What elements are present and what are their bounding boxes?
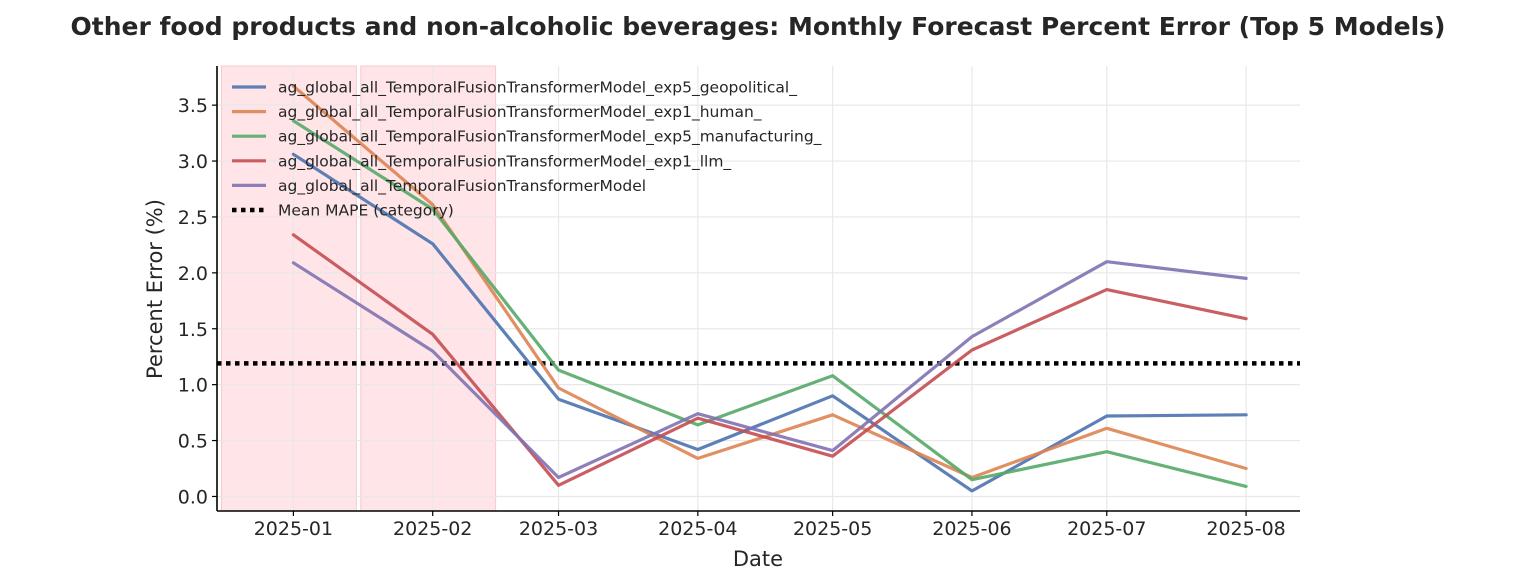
x-axis-label: Date xyxy=(733,547,783,571)
series-line-4 xyxy=(291,233,1248,487)
shaded-region-2 xyxy=(360,65,497,512)
y-tick-labels: 0.0 0.5 1.0 1.5 2.0 2.5 3.0 3.5 xyxy=(178,95,217,508)
x-tick-label: 2025-01 xyxy=(254,518,333,540)
x-tick-labels: 2025-01 2025-02 2025-03 2025-04 2025-05 2025-… xyxy=(254,511,1286,540)
y-tick-label: 2.5 xyxy=(178,207,208,229)
axes xyxy=(216,66,1300,512)
series-line-1 xyxy=(291,152,1248,493)
y-tick-label: 0.5 xyxy=(178,431,208,453)
x-tick-label: 2025-07 xyxy=(1067,518,1146,540)
y-tick-label: 1.0 xyxy=(178,375,208,397)
legend-item-2: ag_global_all_TemporalFusionTransformerM… xyxy=(232,103,762,122)
y-tick-label: 3.5 xyxy=(178,95,208,117)
legend-label: ag_global_all_TemporalFusionTransformerM… xyxy=(278,152,731,171)
series-line-3 xyxy=(291,119,1248,488)
y-tick-label: 3.0 xyxy=(178,151,208,173)
y-tick-label: 0.0 xyxy=(178,486,208,508)
legend-label: ag_global_all_TemporalFusionTransformerM… xyxy=(278,103,762,122)
legend-item-1: ag_global_all_TemporalFusionTransformerM… xyxy=(232,79,797,98)
legend-label: ag_global_all_TemporalFusionTransformerM… xyxy=(278,128,822,147)
legend-item-4: ag_global_all_TemporalFusionTransformerM… xyxy=(232,152,731,171)
legend-item-3: ag_global_all_TemporalFusionTransformerM… xyxy=(232,128,822,147)
x-tick-label: 2025-03 xyxy=(519,518,598,540)
legend-label: Mean MAPE (category) xyxy=(278,202,454,220)
x-tick-label: 2025-06 xyxy=(932,518,1011,540)
x-tick-label: 2025-05 xyxy=(793,518,872,540)
y-tick-label: 1.5 xyxy=(178,319,208,341)
x-tick-label: 2025-04 xyxy=(658,518,737,540)
x-tick-label: 2025-08 xyxy=(1206,518,1285,540)
y-axis-label: Percent Error (%) xyxy=(143,199,167,379)
legend-label: ag_global_all_TemporalFusionTransformerM… xyxy=(278,79,797,98)
legend-item-6: Mean MAPE (category) xyxy=(232,202,454,220)
grid xyxy=(217,66,1300,511)
legend: ag_global_all_TemporalFusionTransformerM… xyxy=(232,79,822,220)
series-lines xyxy=(291,84,1248,493)
series-line-5 xyxy=(291,260,1248,480)
y-tick-label: 2.0 xyxy=(178,263,208,285)
legend-label: ag_global_all_TemporalFusionTransformerM… xyxy=(278,177,646,196)
chart-title: Other food products and non-alcoholic be… xyxy=(71,12,1446,41)
legend-item-5: ag_global_all_TemporalFusionTransformerM… xyxy=(232,177,646,196)
x-tick-label: 2025-02 xyxy=(393,518,472,540)
